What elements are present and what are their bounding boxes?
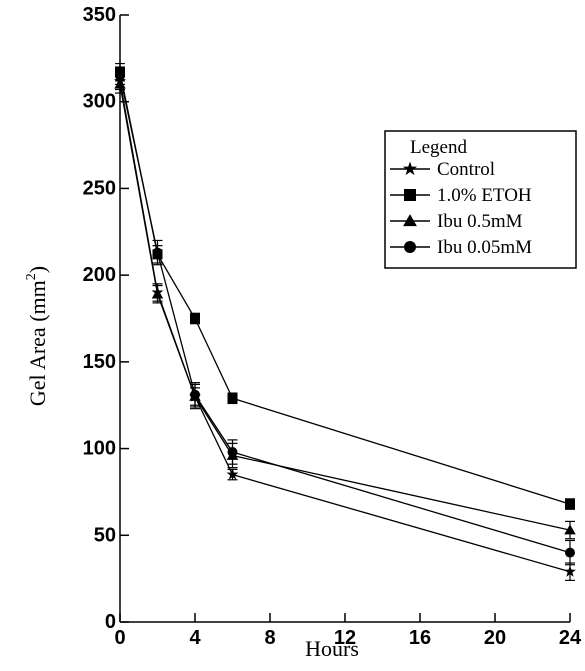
star-marker <box>402 161 418 176</box>
y-tick-label: 250 <box>83 177 116 199</box>
x-axis-label: Hours <box>305 636 359 661</box>
triangle-marker <box>403 214 417 227</box>
x-tick-label: 12 <box>334 627 356 649</box>
axes: 0 50 100 150 200 250 300 350 0 4 8 12 16 20 24 <box>83 4 582 649</box>
x-tick-label: 8 <box>264 627 275 649</box>
y-tick-label: 100 <box>83 438 116 460</box>
legend-title: Legend <box>410 137 467 158</box>
y-axis-label-close: ) <box>25 266 50 273</box>
x-tick-label: 4 <box>189 627 201 649</box>
legend-label: Ibu 0.05mM <box>437 237 532 258</box>
x-tick-label: 16 <box>409 627 431 649</box>
x-tick-label: 24 <box>559 627 582 649</box>
y-tick-label: 200 <box>83 264 116 286</box>
triangle-marker <box>564 524 576 535</box>
legend-box <box>384 130 577 269</box>
square-marker <box>565 499 575 510</box>
legend-label: 1.0% ETOH <box>437 185 532 206</box>
y-axis-label-text: Gel Area (mm <box>25 280 50 406</box>
y-tick-label: 300 <box>83 91 116 113</box>
triangle-marker <box>151 288 164 299</box>
y-tick-label: 50 <box>94 524 116 546</box>
y-axis-label: Gel Area (mm2) <box>24 266 50 406</box>
legend-item: 1.0% ETOH <box>390 185 532 206</box>
circle-marker <box>565 547 575 558</box>
circle-marker <box>115 70 125 81</box>
legend: Legend Control 1.0% ETOH Ibu 0.5mM Ibu 0.05… <box>384 130 577 269</box>
legend-item: Control <box>390 159 495 180</box>
star-marker <box>226 468 239 480</box>
circle-marker <box>190 389 200 400</box>
square-marker <box>404 189 416 201</box>
y-axis-label-superscript: 2 <box>24 273 39 280</box>
series-circle <box>115 66 575 566</box>
circle-marker <box>227 447 238 458</box>
series-layer <box>114 62 576 581</box>
y-tick-label: 150 <box>83 351 116 373</box>
x-tick-label: 0 <box>114 627 125 649</box>
circle-marker <box>404 241 416 253</box>
legend-label: Ibu 0.5mM <box>437 211 523 232</box>
y-tick-label: 350 <box>83 4 116 26</box>
legend-item: Ibu 0.5mM <box>390 211 523 232</box>
legend-item: Ibu 0.05mM <box>390 237 532 258</box>
star-marker <box>564 565 576 577</box>
x-tick-label: 20 <box>484 627 506 649</box>
y-tick-label: 0 <box>105 611 116 633</box>
circle-marker <box>152 247 163 258</box>
square-marker <box>227 393 238 404</box>
legend-label: Control <box>437 159 495 180</box>
square-marker <box>190 313 200 324</box>
